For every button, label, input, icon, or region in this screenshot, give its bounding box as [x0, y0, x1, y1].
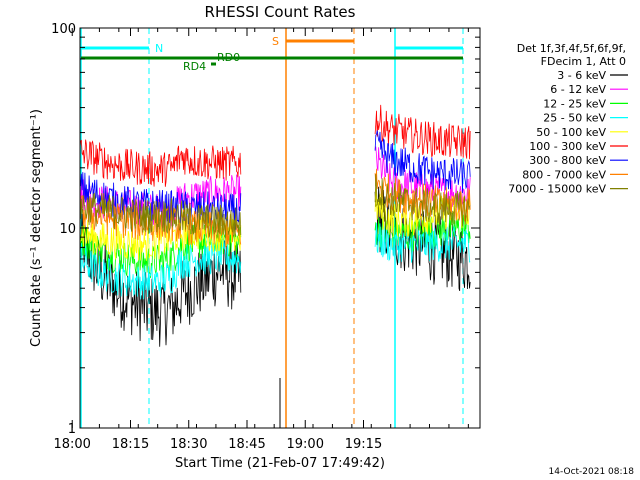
- x-axis-label: Start Time (21-Feb-07 17:49:42): [175, 456, 385, 471]
- x-tick-label: 18:30: [170, 437, 207, 452]
- y-tick-label: 100: [51, 22, 76, 37]
- x-tick-label: 19:00: [287, 437, 324, 452]
- legend-header-line-2: FDecim 1, Att 0: [541, 55, 626, 68]
- legend-item-label: 300 - 800 keV: [529, 154, 606, 167]
- legend-item-label: 6 - 12 keV: [550, 83, 606, 96]
- legend-item-label: 50 - 100 keV: [536, 126, 606, 139]
- legend-header-line-1: Det 1f,3f,4f,5f,6f,9f,: [517, 42, 626, 55]
- x-tick-label: 18:15: [112, 437, 149, 452]
- data-series-group: [79, 104, 471, 347]
- time-interval-markers: [80, 28, 464, 428]
- series-line: [374, 174, 471, 227]
- legend-item-label: 3 - 6 keV: [557, 69, 606, 82]
- series-7000-15000-kev: [79, 174, 471, 238]
- x-tick-label: 18:45: [228, 437, 265, 452]
- series-line: [79, 195, 242, 248]
- legend-item-label: 100 - 300 keV: [529, 140, 606, 153]
- y-axis: 1 10 100: [51, 22, 480, 437]
- x-tick-label: 18:00: [53, 437, 90, 452]
- series-line: [374, 222, 471, 264]
- series-line: [79, 192, 242, 238]
- legend: Det 1f,3f,4f,5f,6f,9f, FDecim 1, Att 0 3…: [508, 42, 628, 196]
- night-label: N: [155, 42, 163, 55]
- series-100-300-kev: [79, 104, 471, 187]
- series-line: [374, 130, 471, 194]
- x-axis: 18:00 18:15 18:30 18:45 19:00 19:15: [53, 28, 469, 452]
- y-axis-label: Count Rate (s⁻¹ detector segment⁻¹): [29, 109, 44, 347]
- y-tick-label: 10: [59, 222, 76, 237]
- x-tick-label: 19:15: [345, 437, 382, 452]
- series-line: [79, 209, 242, 347]
- legend-item-label: 12 - 25 keV: [543, 97, 606, 110]
- series-line: [79, 139, 242, 187]
- chart-title: RHESSI Count Rates: [205, 3, 356, 21]
- legend-item-label: 7000 - 15000 keV: [508, 183, 606, 196]
- legend-item-label: 800 - 7000 keV: [522, 168, 606, 181]
- rd0-label: RD0: [217, 51, 240, 64]
- legend-item-label: 25 - 50 keV: [543, 112, 606, 125]
- generation-timestamp: 14-Oct-2021 08:18: [549, 467, 635, 477]
- saa-label: S: [272, 35, 279, 48]
- series-line: [374, 104, 471, 160]
- rd4-label: RD4: [183, 60, 206, 73]
- y-tick-label: 1: [68, 422, 76, 437]
